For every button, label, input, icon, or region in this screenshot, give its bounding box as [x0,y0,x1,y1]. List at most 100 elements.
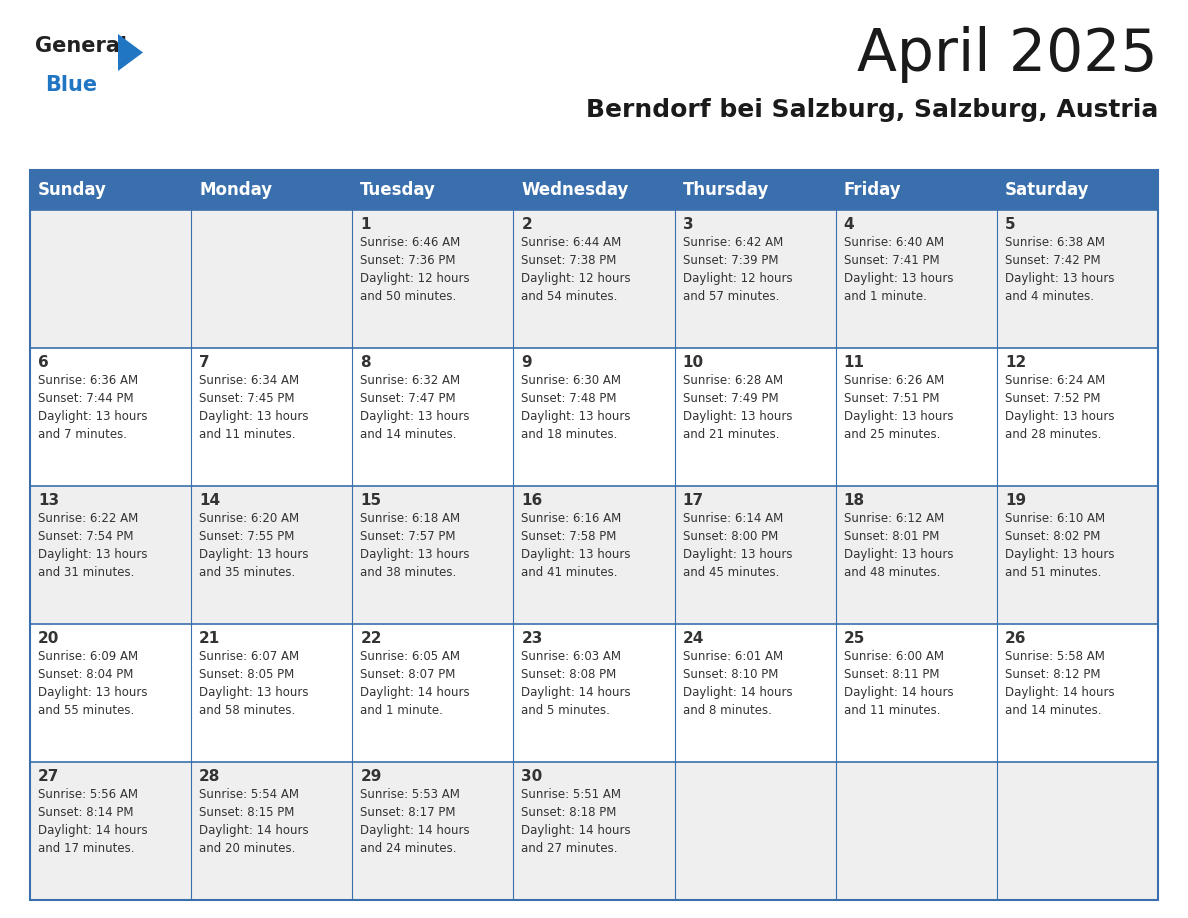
Text: Monday: Monday [200,181,272,199]
Text: Sunrise: 6:26 AM
Sunset: 7:51 PM
Daylight: 13 hours
and 25 minutes.: Sunrise: 6:26 AM Sunset: 7:51 PM Dayligh… [843,374,953,441]
Bar [835,762,997,900]
Bar [997,170,1158,210]
Bar [835,170,997,210]
Text: Sunrise: 6:18 AM
Sunset: 7:57 PM
Daylight: 13 hours
and 38 minutes.: Sunrise: 6:18 AM Sunset: 7:57 PM Dayligh… [360,512,469,579]
Text: 16: 16 [522,493,543,508]
Text: Sunrise: 6:20 AM
Sunset: 7:55 PM
Daylight: 13 hours
and 35 minutes.: Sunrise: 6:20 AM Sunset: 7:55 PM Dayligh… [200,512,309,579]
Text: 21: 21 [200,631,221,646]
Bar [675,486,835,624]
Text: Sunrise: 6:46 AM
Sunset: 7:36 PM
Daylight: 12 hours
and 50 minutes.: Sunrise: 6:46 AM Sunset: 7:36 PM Dayligh… [360,236,470,303]
Bar [675,210,835,348]
Text: 15: 15 [360,493,381,508]
Bar [30,348,191,486]
Bar [30,170,1158,900]
Text: 11: 11 [843,355,865,370]
Bar [835,624,997,762]
Text: Sunrise: 6:32 AM
Sunset: 7:47 PM
Daylight: 13 hours
and 14 minutes.: Sunrise: 6:32 AM Sunset: 7:47 PM Dayligh… [360,374,469,441]
Text: Sunrise: 6:10 AM
Sunset: 8:02 PM
Daylight: 13 hours
and 51 minutes.: Sunrise: 6:10 AM Sunset: 8:02 PM Dayligh… [1005,512,1114,579]
Text: Sunrise: 5:51 AM
Sunset: 8:18 PM
Daylight: 14 hours
and 27 minutes.: Sunrise: 5:51 AM Sunset: 8:18 PM Dayligh… [522,788,631,855]
Text: 29: 29 [360,769,381,784]
Bar [191,624,353,762]
Bar [675,624,835,762]
Text: Sunrise: 6:12 AM
Sunset: 8:01 PM
Daylight: 13 hours
and 48 minutes.: Sunrise: 6:12 AM Sunset: 8:01 PM Dayligh… [843,512,953,579]
Text: 17: 17 [683,493,703,508]
Text: Sunrise: 6:14 AM
Sunset: 8:00 PM
Daylight: 13 hours
and 45 minutes.: Sunrise: 6:14 AM Sunset: 8:00 PM Dayligh… [683,512,792,579]
Bar [30,486,191,624]
Bar [997,762,1158,900]
Bar [191,762,353,900]
Bar [353,210,513,348]
Text: Sunrise: 6:38 AM
Sunset: 7:42 PM
Daylight: 13 hours
and 4 minutes.: Sunrise: 6:38 AM Sunset: 7:42 PM Dayligh… [1005,236,1114,303]
Text: Sunrise: 6:28 AM
Sunset: 7:49 PM
Daylight: 13 hours
and 21 minutes.: Sunrise: 6:28 AM Sunset: 7:49 PM Dayligh… [683,374,792,441]
Bar [30,624,191,762]
Bar [675,762,835,900]
Text: Sunrise: 6:01 AM
Sunset: 8:10 PM
Daylight: 14 hours
and 8 minutes.: Sunrise: 6:01 AM Sunset: 8:10 PM Dayligh… [683,650,792,717]
Bar [835,210,997,348]
Text: 6: 6 [38,355,49,370]
Bar [675,170,835,210]
Bar [835,486,997,624]
Text: Friday: Friday [843,181,902,199]
Text: 20: 20 [38,631,59,646]
Bar [353,348,513,486]
Text: Thursday: Thursday [683,181,769,199]
Bar [997,486,1158,624]
Text: 22: 22 [360,631,381,646]
Text: 13: 13 [38,493,59,508]
Text: Sunrise: 6:44 AM
Sunset: 7:38 PM
Daylight: 12 hours
and 54 minutes.: Sunrise: 6:44 AM Sunset: 7:38 PM Dayligh… [522,236,631,303]
Bar [997,210,1158,348]
Text: Sunrise: 6:36 AM
Sunset: 7:44 PM
Daylight: 13 hours
and 7 minutes.: Sunrise: 6:36 AM Sunset: 7:44 PM Dayligh… [38,374,147,441]
Text: 18: 18 [843,493,865,508]
Text: Sunrise: 6:22 AM
Sunset: 7:54 PM
Daylight: 13 hours
and 31 minutes.: Sunrise: 6:22 AM Sunset: 7:54 PM Dayligh… [38,512,147,579]
Polygon shape [118,34,143,71]
Text: Sunrise: 6:16 AM
Sunset: 7:58 PM
Daylight: 13 hours
and 41 minutes.: Sunrise: 6:16 AM Sunset: 7:58 PM Dayligh… [522,512,631,579]
Bar [191,348,353,486]
Text: 30: 30 [522,769,543,784]
Text: Sunrise: 6:34 AM
Sunset: 7:45 PM
Daylight: 13 hours
and 11 minutes.: Sunrise: 6:34 AM Sunset: 7:45 PM Dayligh… [200,374,309,441]
Text: 2: 2 [522,217,532,232]
Text: Saturday: Saturday [1005,181,1089,199]
Text: Tuesday: Tuesday [360,181,436,199]
Text: 26: 26 [1005,631,1026,646]
Bar [353,170,513,210]
Bar [191,210,353,348]
Bar [30,210,191,348]
Text: 8: 8 [360,355,371,370]
Bar [835,348,997,486]
Text: Sunrise: 6:09 AM
Sunset: 8:04 PM
Daylight: 13 hours
and 55 minutes.: Sunrise: 6:09 AM Sunset: 8:04 PM Dayligh… [38,650,147,717]
Text: Sunrise: 5:56 AM
Sunset: 8:14 PM
Daylight: 14 hours
and 17 minutes.: Sunrise: 5:56 AM Sunset: 8:14 PM Dayligh… [38,788,147,855]
Text: 4: 4 [843,217,854,232]
Text: 3: 3 [683,217,694,232]
Bar [353,762,513,900]
Text: Sunrise: 6:07 AM
Sunset: 8:05 PM
Daylight: 13 hours
and 58 minutes.: Sunrise: 6:07 AM Sunset: 8:05 PM Dayligh… [200,650,309,717]
Bar [30,762,191,900]
Bar [513,762,675,900]
Text: Sunrise: 6:05 AM
Sunset: 8:07 PM
Daylight: 14 hours
and 1 minute.: Sunrise: 6:05 AM Sunset: 8:07 PM Dayligh… [360,650,470,717]
Text: General: General [34,36,127,56]
Bar [353,624,513,762]
Text: 5: 5 [1005,217,1016,232]
Bar [513,486,675,624]
Bar [997,624,1158,762]
Bar [353,486,513,624]
Text: Sunrise: 6:03 AM
Sunset: 8:08 PM
Daylight: 14 hours
and 5 minutes.: Sunrise: 6:03 AM Sunset: 8:08 PM Dayligh… [522,650,631,717]
Text: Sunrise: 6:42 AM
Sunset: 7:39 PM
Daylight: 12 hours
and 57 minutes.: Sunrise: 6:42 AM Sunset: 7:39 PM Dayligh… [683,236,792,303]
Text: 9: 9 [522,355,532,370]
Text: 23: 23 [522,631,543,646]
Bar [513,624,675,762]
Text: Berndorf bei Salzburg, Salzburg, Austria: Berndorf bei Salzburg, Salzburg, Austria [586,98,1158,122]
Text: 12: 12 [1005,355,1026,370]
Text: 19: 19 [1005,493,1026,508]
Text: Sunrise: 5:54 AM
Sunset: 8:15 PM
Daylight: 14 hours
and 20 minutes.: Sunrise: 5:54 AM Sunset: 8:15 PM Dayligh… [200,788,309,855]
Text: 1: 1 [360,217,371,232]
Bar [191,486,353,624]
Text: 14: 14 [200,493,220,508]
Bar [30,170,191,210]
Bar [675,348,835,486]
Text: 27: 27 [38,769,59,784]
Text: Sunrise: 5:58 AM
Sunset: 8:12 PM
Daylight: 14 hours
and 14 minutes.: Sunrise: 5:58 AM Sunset: 8:12 PM Dayligh… [1005,650,1114,717]
Bar [513,348,675,486]
Text: Wednesday: Wednesday [522,181,628,199]
Text: 7: 7 [200,355,210,370]
Text: April 2025: April 2025 [858,26,1158,83]
